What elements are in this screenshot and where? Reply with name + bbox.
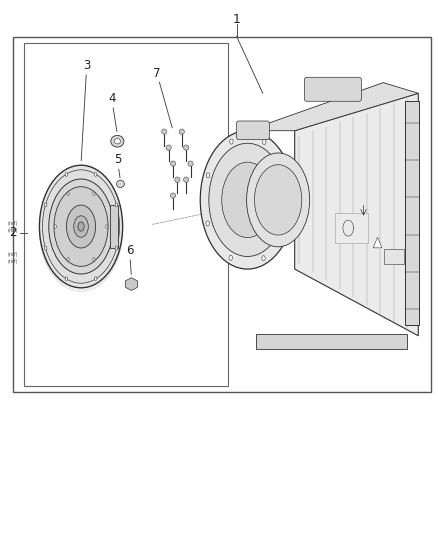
Ellipse shape (74, 216, 88, 237)
Ellipse shape (42, 170, 120, 283)
Ellipse shape (170, 193, 176, 198)
Bar (13, 37, 431, 392)
Ellipse shape (54, 225, 57, 228)
Ellipse shape (286, 174, 289, 179)
FancyBboxPatch shape (237, 121, 269, 140)
Text: 6: 6 (126, 244, 134, 274)
Ellipse shape (44, 246, 47, 250)
Ellipse shape (206, 173, 210, 178)
Bar (405, 101, 419, 325)
Ellipse shape (65, 277, 67, 280)
Ellipse shape (67, 205, 95, 248)
Ellipse shape (229, 255, 233, 260)
Text: 7: 7 (153, 67, 172, 128)
Ellipse shape (247, 153, 310, 247)
Bar (384, 249, 404, 264)
Ellipse shape (184, 145, 189, 150)
Polygon shape (247, 83, 418, 131)
Ellipse shape (39, 165, 123, 288)
Bar (256, 334, 407, 349)
Text: 2: 2 (9, 227, 17, 239)
Text: (ref): (ref) (8, 221, 18, 227)
Ellipse shape (117, 180, 124, 188)
Ellipse shape (44, 203, 47, 207)
Bar (24, 43, 228, 386)
Text: (ref): (ref) (8, 259, 18, 264)
Text: (ref): (ref) (8, 252, 18, 257)
Text: 3: 3 (81, 59, 90, 161)
Polygon shape (125, 278, 138, 290)
Text: 4: 4 (108, 92, 117, 132)
Text: 1: 1 (233, 13, 240, 26)
Ellipse shape (200, 131, 295, 269)
Ellipse shape (65, 173, 67, 176)
Ellipse shape (115, 246, 118, 250)
Ellipse shape (285, 222, 289, 227)
Ellipse shape (175, 177, 180, 182)
Ellipse shape (106, 225, 108, 228)
Ellipse shape (230, 139, 233, 144)
Ellipse shape (206, 221, 209, 226)
Ellipse shape (222, 162, 273, 238)
Ellipse shape (209, 143, 286, 256)
Ellipse shape (115, 203, 118, 207)
Ellipse shape (114, 139, 120, 144)
Ellipse shape (49, 179, 113, 274)
Ellipse shape (162, 129, 167, 134)
Ellipse shape (262, 140, 266, 144)
Ellipse shape (188, 161, 193, 166)
Ellipse shape (95, 277, 97, 280)
Ellipse shape (67, 192, 69, 195)
Ellipse shape (166, 145, 171, 150)
Text: (ref): (ref) (8, 228, 18, 233)
Ellipse shape (262, 256, 265, 261)
Ellipse shape (93, 192, 95, 195)
Ellipse shape (78, 222, 84, 231)
Polygon shape (373, 237, 382, 248)
Ellipse shape (170, 161, 176, 166)
Ellipse shape (111, 135, 124, 147)
Ellipse shape (254, 165, 302, 235)
Ellipse shape (54, 187, 108, 266)
Ellipse shape (179, 129, 184, 134)
Bar (335, 213, 368, 243)
Text: 5: 5 (114, 154, 121, 178)
Ellipse shape (93, 258, 95, 261)
FancyBboxPatch shape (304, 77, 361, 101)
Ellipse shape (95, 173, 97, 176)
Bar (110, 205, 118, 248)
Polygon shape (295, 93, 418, 336)
Ellipse shape (184, 177, 189, 182)
Ellipse shape (67, 258, 69, 261)
